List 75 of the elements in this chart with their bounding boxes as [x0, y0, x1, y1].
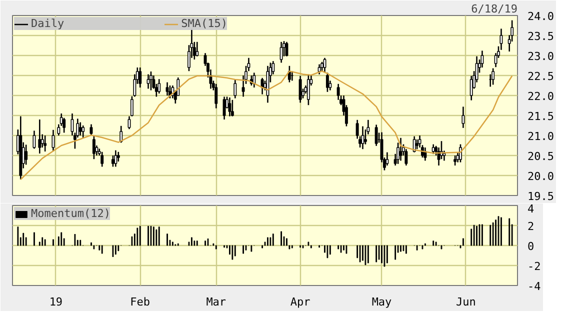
candlestick — [492, 68, 495, 86]
y-tick-label: 21.0 — [528, 130, 554, 143]
candlestick — [318, 64, 321, 75]
x-tick-label: Feb — [130, 296, 150, 308]
candlestick — [32, 130, 36, 150]
y-tick-label: 23.5 — [528, 30, 554, 43]
candlestick — [416, 138, 419, 150]
candlestick — [166, 82, 169, 96]
candlestick — [90, 124, 93, 136]
candlestick — [158, 78, 161, 94]
y-tick-label: 22.5 — [528, 70, 554, 83]
candlestick — [222, 96, 226, 120]
candlestick — [323, 57, 326, 74]
candlestick — [82, 124, 85, 138]
y-tick-label: 22.0 — [528, 90, 554, 103]
candlestick — [78, 122, 82, 136]
candlestick — [149, 70, 152, 91]
candlestick — [114, 150, 118, 168]
x-tick-label: Mar — [206, 296, 226, 308]
legend-label: SMA(15) — [181, 17, 228, 30]
x-tick-label: 19 — [49, 296, 63, 308]
candlestick — [326, 72, 329, 93]
candlestick — [130, 96, 134, 117]
candlestick — [298, 75, 302, 104]
candlestick — [230, 99, 234, 117]
y-tick-label: 2 — [528, 220, 534, 233]
candlestick — [336, 83, 340, 101]
candlestick — [228, 96, 232, 117]
candlestick — [100, 151, 104, 168]
candlestick — [116, 151, 120, 162]
x-tick-label: Jun — [456, 296, 476, 308]
candlestick — [285, 41, 288, 57]
annotation: 6/18/19 — [471, 2, 518, 16]
candlestick — [196, 41, 199, 57]
y-tick-label: -2 — [528, 260, 541, 273]
candlestick — [374, 124, 378, 147]
candlestick — [470, 75, 473, 101]
candlestick — [92, 134, 96, 160]
candlestick — [146, 74, 150, 90]
candlestick — [280, 41, 283, 64]
line-series — [20, 70, 513, 180]
candlestick — [306, 74, 310, 106]
y-tick-label: 20.5 — [528, 150, 554, 163]
candlestick — [214, 83, 218, 109]
candlestick — [38, 118, 42, 154]
candlestick — [480, 50, 484, 68]
y-tick-label: 23.0 — [528, 50, 554, 63]
y-tick-label: 21.5 — [528, 110, 554, 123]
y-tick-label: 19.5 — [528, 190, 554, 203]
x-tick-label: May — [372, 296, 392, 308]
y-tick-label: 20.0 — [528, 170, 554, 183]
candlestick — [462, 106, 465, 129]
candlestick — [386, 152, 389, 166]
y-tick-label: -4 — [528, 280, 542, 293]
candlestick — [266, 65, 270, 104]
y-tick-label: 24.0 — [528, 10, 554, 23]
candlestick — [399, 137, 402, 162]
candlestick — [396, 142, 400, 165]
y-tick-label: 0 — [528, 240, 534, 253]
candlestick — [404, 148, 408, 166]
candlestick — [138, 66, 142, 88]
y-tick-label: 4 — [528, 202, 534, 216]
candlestick — [44, 134, 47, 152]
legend-label: Daily — [31, 17, 64, 30]
legend-label: Momentum(12) — [31, 207, 110, 220]
candlestick — [176, 76, 180, 96]
candlestick — [111, 154, 114, 168]
candlestick — [454, 154, 457, 166]
candlestick — [120, 125, 123, 144]
candlestick — [432, 144, 435, 155]
candlestick — [62, 117, 66, 134]
x-tick-label: Apr — [290, 296, 311, 308]
candlestick — [234, 78, 237, 99]
candlestick — [52, 129, 55, 152]
candlestick — [24, 144, 28, 166]
